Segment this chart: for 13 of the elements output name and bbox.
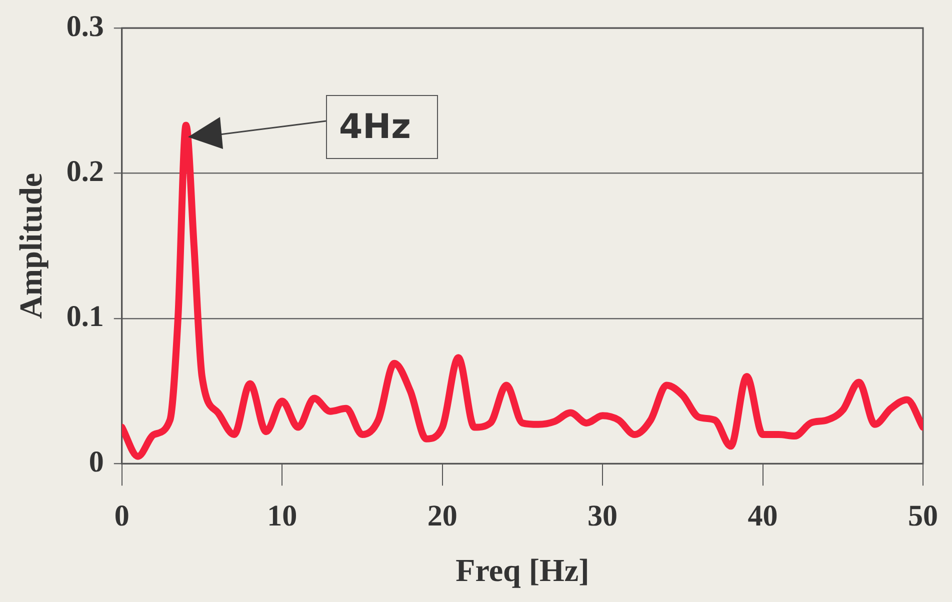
x-tick-label: 0 <box>114 499 130 532</box>
y-tick-label: 0.1 <box>66 300 104 334</box>
x-tick-label: 50 <box>908 499 938 532</box>
x-tick-label: 10 <box>267 499 298 532</box>
y-tick-label: 0 <box>88 445 104 478</box>
y-tick-label: 0.2 <box>66 154 104 188</box>
x-tick-label: 40 <box>748 499 778 532</box>
x-axis-title: Freq [Hz] <box>456 552 590 588</box>
x-tick-label: 20 <box>427 499 458 532</box>
annotation: 4Hz <box>326 95 438 160</box>
x-tick-label: 30 <box>588 499 618 532</box>
y-tick-label: 0.3 <box>66 10 104 43</box>
y-axis-title: Amplitude <box>12 172 48 319</box>
